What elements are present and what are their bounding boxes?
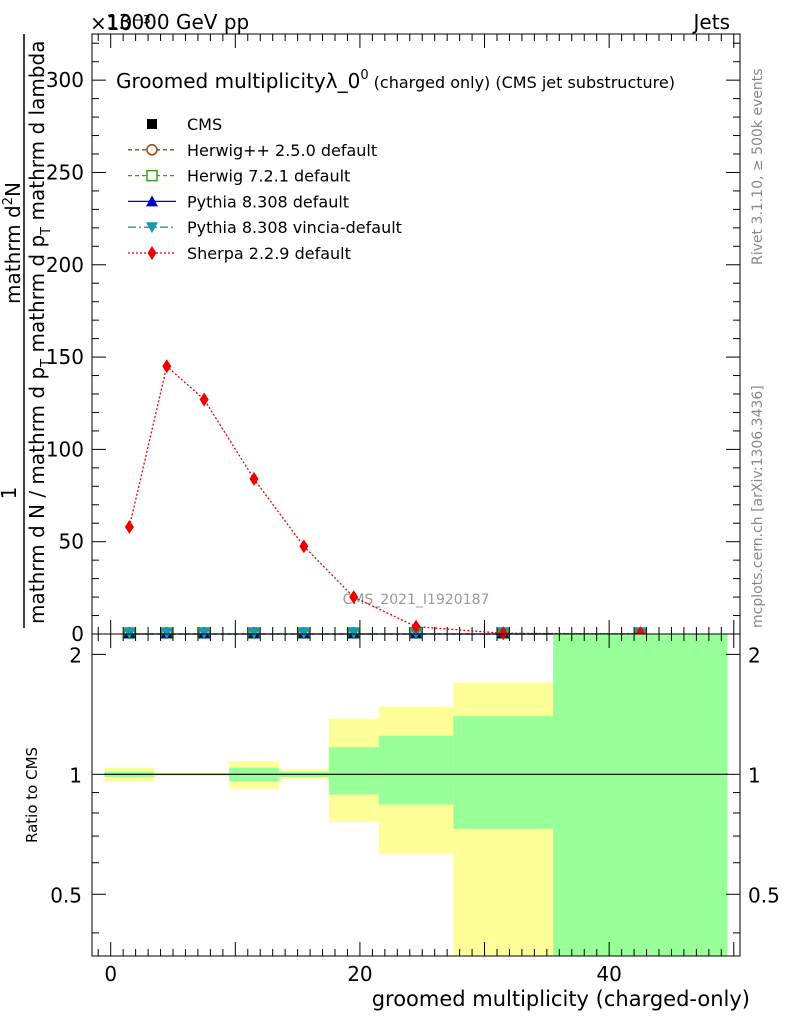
legend-entry: Pythia 8.308 vincia-default [128,218,402,237]
ratio-plot: 0.5 0.51 12 20 20 40 Ratio to CMS groomed mul… [23,633,780,1011]
data-point [162,359,172,374]
ratio-stat-band [453,716,554,829]
x-tick-label: 40 [596,962,621,986]
data-point [498,626,508,641]
legend-label: CMS [187,115,222,134]
data-point [349,590,359,605]
main-y-tick-label: 0 [71,622,84,646]
legend-label: Herwig 7.2.1 default [187,167,350,186]
ylabel-numerator: mathrm d2N [1,182,25,304]
x-tick-label: 20 [347,962,372,986]
main-y-label: 1 mathrm d2N mathrm d N / mathrm d pT ma… [0,34,54,628]
analysis-watermark: CMS_2021_I1920187 [343,592,490,608]
main-axes: 0 50 100 150 200 250 300 [46,34,740,646]
legend-marker [147,246,157,260]
legend-label: Pythia 8.308 default [187,192,349,211]
data-point [124,519,134,534]
plot-title: Groomed multiplicityλ_00 (charged only) … [116,68,675,93]
legend-marker [146,144,158,156]
legend-entry: Herwig 7.2.1 default [128,167,350,186]
exponent-label: ×10⁻³ [90,11,151,35]
legend-entry: CMS [147,115,222,134]
ratio-y-tick-label: 0.5 [50,883,82,907]
data-point [411,619,421,634]
legend-marker [147,119,157,129]
ratio-y-label: Ratio to CMS [23,747,41,843]
ratio-y-tick-label-right: 0.5 [748,883,780,907]
mcplots-label: mcplots.cern.ch [arXiv:1306.3436] [750,385,766,628]
main-y-tick-label: 100 [46,437,84,461]
series-sherpa-2-2-9-default [124,359,645,641]
ratio-y-tick-label: 2 [69,643,82,667]
ratio-stat-band [553,634,728,956]
main-y-tick-label: 250 [46,160,84,184]
ratio-y-tick-label: 1 [69,763,82,787]
legend-marker [146,169,158,182]
legend: CMS Herwig++ 2.5.0 default Herwig 7.2.1 de… [128,115,402,263]
data-point [249,471,259,486]
legend-marker [146,195,158,207]
ratio-plot-frame [91,633,741,957]
legend-label: Herwig++ 2.5.0 default [187,141,377,160]
main-y-tick-label: 200 [46,253,84,277]
legend-entry: Herwig++ 2.5.0 default [128,141,377,160]
ratio-stat-band [328,747,379,795]
ratio-y-tick-label-right: 2 [748,643,761,667]
ratio-axes: 0.5 0.51 12 20 20 40 [50,634,780,986]
legend-label: Pythia 8.308 vincia-default [187,218,402,237]
ratio-y-tick-label-right: 1 [748,763,761,787]
main-y-tick-label: 150 [46,345,84,369]
ratio-bands [104,634,728,956]
data-point [299,539,309,554]
x-tick-label: 0 [104,962,117,986]
category-label: Jets [692,10,730,34]
main-y-tick-label: 50 [59,530,84,554]
ylabel-prefix: 1 [0,487,21,500]
ylabel-denominator: mathrm d N / mathrm d pT mathrm d pT mat… [25,41,54,624]
x-axis-label: groomed multiplicity (charged-only) [372,987,750,1011]
beam-label: 13000 GeV pp [106,10,249,34]
legend-label: Sherpa 2.2.9 default [187,244,351,263]
legend-entry: Pythia 8.308 default [128,192,349,211]
legend-marker [146,222,158,234]
rivet-label: Rivet 3.1.10, ≥ 500k events [750,68,766,265]
data-point [199,392,209,407]
ratio-stat-band [378,735,454,805]
legend-entry: Sherpa 2.2.9 default [128,244,351,263]
main-y-tick-label: 300 [46,68,84,92]
